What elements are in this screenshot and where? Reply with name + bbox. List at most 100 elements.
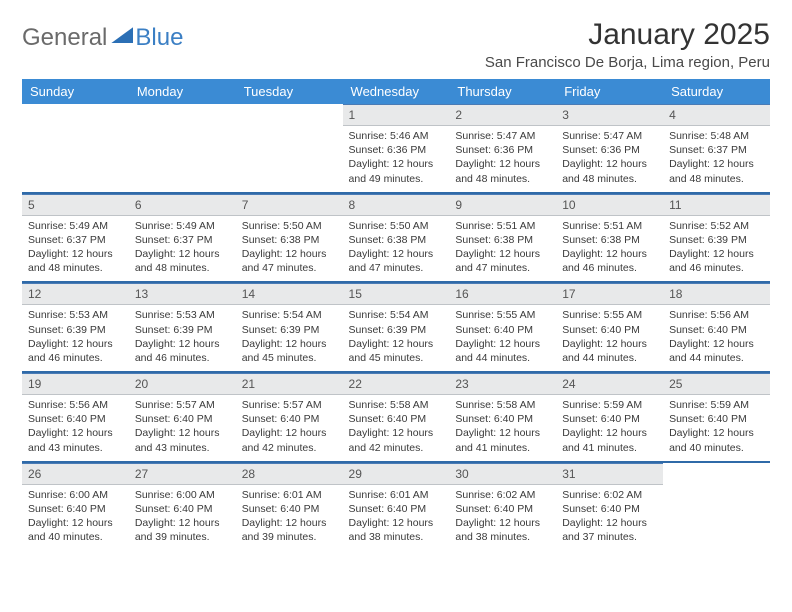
daylight-line: Daylight: 12 hours and 42 minutes. [242,426,337,454]
day-details: Sunrise: 6:01 AMSunset: 6:40 PMDaylight:… [343,485,450,551]
calendar-day-cell: 19Sunrise: 5:56 AMSunset: 6:40 PMDayligh… [22,372,129,462]
day-number: 10 [556,194,663,216]
day-number: 25 [663,373,770,395]
calendar-day-cell: 11Sunrise: 5:52 AMSunset: 6:39 PMDayligh… [663,193,770,283]
day-details: Sunrise: 5:51 AMSunset: 6:38 PMDaylight:… [449,216,556,282]
daylight-line: Daylight: 12 hours and 40 minutes. [669,426,764,454]
sunrise-line: Sunrise: 5:47 AM [562,129,657,143]
sunset-line: Sunset: 6:40 PM [28,412,123,426]
calendar-day-cell: 14Sunrise: 5:54 AMSunset: 6:39 PMDayligh… [236,282,343,372]
sunrise-line: Sunrise: 5:57 AM [242,398,337,412]
day-number: 6 [129,194,236,216]
daylight-line: Daylight: 12 hours and 48 minutes. [669,157,764,185]
day-number: 26 [22,463,129,485]
day-details: Sunrise: 5:56 AMSunset: 6:40 PMDaylight:… [663,305,770,371]
sunrise-line: Sunrise: 5:50 AM [349,219,444,233]
calendar-day-cell: 10Sunrise: 5:51 AMSunset: 6:38 PMDayligh… [556,193,663,283]
day-details: Sunrise: 5:55 AMSunset: 6:40 PMDaylight:… [449,305,556,371]
sunset-line: Sunset: 6:40 PM [135,502,230,516]
calendar-day-cell: 12Sunrise: 5:53 AMSunset: 6:39 PMDayligh… [22,282,129,372]
day-number: 1 [343,104,450,126]
sunrise-line: Sunrise: 5:58 AM [349,398,444,412]
day-number: 18 [663,283,770,305]
sunset-line: Sunset: 6:40 PM [562,412,657,426]
sunset-line: Sunset: 6:39 PM [349,323,444,337]
page-header: General Blue January 2025 San Francisco … [22,18,770,71]
day-number: 13 [129,283,236,305]
calendar-empty-cell [236,104,343,193]
day-details: Sunrise: 5:58 AMSunset: 6:40 PMDaylight:… [343,395,450,461]
sunrise-line: Sunrise: 5:47 AM [455,129,550,143]
sunrise-line: Sunrise: 5:59 AM [669,398,764,412]
day-number: 4 [663,104,770,126]
sunrise-line: Sunrise: 6:00 AM [28,488,123,502]
calendar-day-cell: 15Sunrise: 5:54 AMSunset: 6:39 PMDayligh… [343,282,450,372]
sunset-line: Sunset: 6:40 PM [455,412,550,426]
daylight-line: Daylight: 12 hours and 45 minutes. [349,337,444,365]
day-details: Sunrise: 5:48 AMSunset: 6:37 PMDaylight:… [663,126,770,192]
day-number: 21 [236,373,343,395]
calendar-day-cell: 27Sunrise: 6:00 AMSunset: 6:40 PMDayligh… [129,462,236,551]
day-details: Sunrise: 5:54 AMSunset: 6:39 PMDaylight:… [236,305,343,371]
sunset-line: Sunset: 6:40 PM [669,412,764,426]
calendar-table: SundayMondayTuesdayWednesdayThursdayFrid… [22,79,770,550]
daylight-line: Daylight: 12 hours and 48 minutes. [455,157,550,185]
sunrise-line: Sunrise: 5:51 AM [562,219,657,233]
day-number: 23 [449,373,556,395]
daylight-line: Daylight: 12 hours and 43 minutes. [28,426,123,454]
sunrise-line: Sunrise: 5:49 AM [28,219,123,233]
daylight-line: Daylight: 12 hours and 38 minutes. [349,516,444,544]
day-details: Sunrise: 5:54 AMSunset: 6:39 PMDaylight:… [343,305,450,371]
calendar-empty-cell [22,104,129,193]
daylight-line: Daylight: 12 hours and 43 minutes. [135,426,230,454]
location-subtitle: San Francisco De Borja, Lima region, Per… [485,54,770,71]
daylight-line: Daylight: 12 hours and 47 minutes. [455,247,550,275]
calendar-day-cell: 9Sunrise: 5:51 AMSunset: 6:38 PMDaylight… [449,193,556,283]
day-details: Sunrise: 5:59 AMSunset: 6:40 PMDaylight:… [556,395,663,461]
sunrise-line: Sunrise: 5:57 AM [135,398,230,412]
month-title: January 2025 [485,18,770,52]
weekday-header: Sunday [22,79,129,104]
sunset-line: Sunset: 6:40 PM [455,323,550,337]
sunrise-line: Sunrise: 5:46 AM [349,129,444,143]
calendar-day-cell: 7Sunrise: 5:50 AMSunset: 6:38 PMDaylight… [236,193,343,283]
logo: General Blue [22,24,183,52]
sunset-line: Sunset: 6:38 PM [455,233,550,247]
weekday-header: Thursday [449,79,556,104]
title-block: January 2025 San Francisco De Borja, Lim… [485,18,770,71]
daylight-line: Daylight: 12 hours and 39 minutes. [242,516,337,544]
day-number: 8 [343,194,450,216]
day-details: Sunrise: 5:50 AMSunset: 6:38 PMDaylight:… [236,216,343,282]
calendar-day-cell: 29Sunrise: 6:01 AMSunset: 6:40 PMDayligh… [343,462,450,551]
day-details: Sunrise: 5:49 AMSunset: 6:37 PMDaylight:… [22,216,129,282]
day-number: 20 [129,373,236,395]
day-details: Sunrise: 5:47 AMSunset: 6:36 PMDaylight:… [556,126,663,192]
calendar-day-cell: 30Sunrise: 6:02 AMSunset: 6:40 PMDayligh… [449,462,556,551]
day-number: 31 [556,463,663,485]
daylight-line: Daylight: 12 hours and 47 minutes. [349,247,444,275]
calendar-day-cell: 18Sunrise: 5:56 AMSunset: 6:40 PMDayligh… [663,282,770,372]
calendar-week-row: 5Sunrise: 5:49 AMSunset: 6:37 PMDaylight… [22,193,770,283]
day-number: 15 [343,283,450,305]
calendar-day-cell: 16Sunrise: 5:55 AMSunset: 6:40 PMDayligh… [449,282,556,372]
day-number: 5 [22,194,129,216]
calendar-day-cell: 20Sunrise: 5:57 AMSunset: 6:40 PMDayligh… [129,372,236,462]
daylight-line: Daylight: 12 hours and 40 minutes. [28,516,123,544]
daylight-line: Daylight: 12 hours and 48 minutes. [562,157,657,185]
sunrise-line: Sunrise: 6:00 AM [135,488,230,502]
calendar-week-row: 1Sunrise: 5:46 AMSunset: 6:36 PMDaylight… [22,104,770,193]
sunset-line: Sunset: 6:40 PM [455,502,550,516]
calendar-day-cell: 26Sunrise: 6:00 AMSunset: 6:40 PMDayligh… [22,462,129,551]
daylight-line: Daylight: 12 hours and 48 minutes. [28,247,123,275]
sunset-line: Sunset: 6:39 PM [28,323,123,337]
daylight-line: Daylight: 12 hours and 46 minutes. [669,247,764,275]
daylight-line: Daylight: 12 hours and 44 minutes. [455,337,550,365]
calendar-day-cell: 4Sunrise: 5:48 AMSunset: 6:37 PMDaylight… [663,104,770,193]
logo-text-general: General [22,24,107,52]
weekday-header: Wednesday [343,79,450,104]
day-details: Sunrise: 5:58 AMSunset: 6:40 PMDaylight:… [449,395,556,461]
sunset-line: Sunset: 6:40 PM [349,502,444,516]
calendar-week-row: 19Sunrise: 5:56 AMSunset: 6:40 PMDayligh… [22,372,770,462]
daylight-line: Daylight: 12 hours and 46 minutes. [562,247,657,275]
calendar-day-cell: 25 Sunrise: 5:59 AMSunset: 6:40 PMDayligh… [663,372,770,462]
